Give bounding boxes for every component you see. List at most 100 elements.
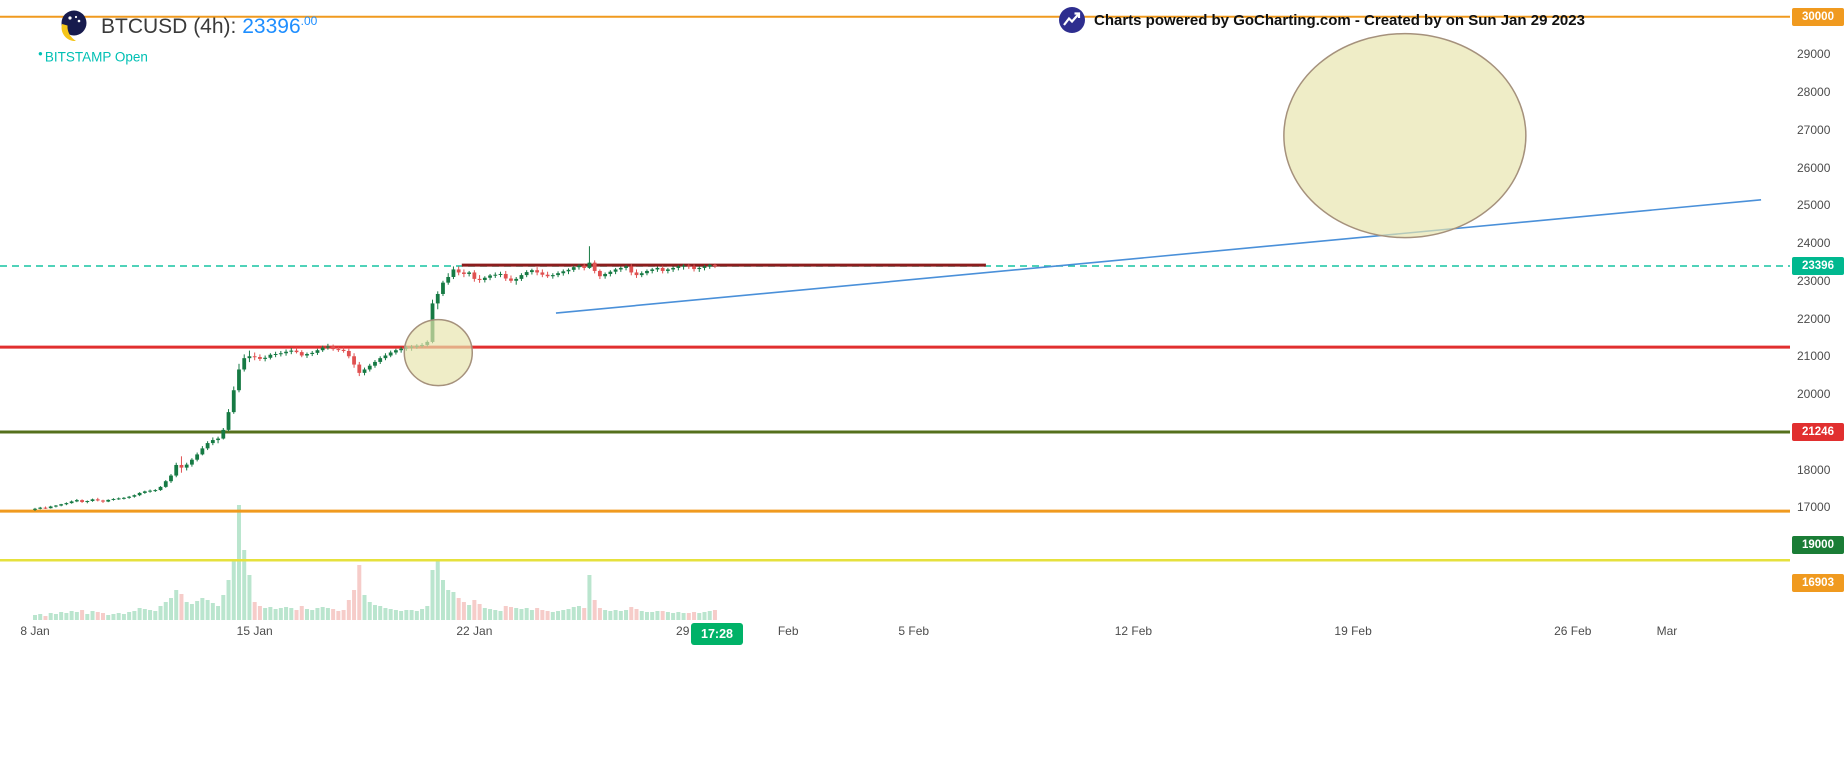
volume-bar	[420, 609, 425, 620]
candle-body	[148, 490, 152, 492]
candle-body	[529, 270, 534, 273]
volume-bar	[69, 611, 74, 620]
trendline[interactable]	[555, 198, 1762, 314]
volume-bar	[697, 613, 702, 620]
candle-body	[237, 369, 241, 391]
volume-bar	[676, 612, 681, 620]
volume-bar	[488, 609, 493, 620]
candle-body	[545, 274, 550, 277]
gocharting-logo-icon	[61, 10, 87, 42]
candle-body	[90, 499, 95, 502]
candle-body	[451, 269, 456, 277]
y-axis-tick: 29000	[1797, 47, 1831, 62]
candle-body	[305, 353, 309, 356]
volume-bar	[205, 600, 210, 620]
price-badge-21246: 21246	[1792, 422, 1844, 441]
volume-bar	[540, 610, 545, 620]
candle-body	[608, 271, 613, 274]
volume-bar	[655, 611, 660, 620]
y-axis-tick: 22000	[1797, 311, 1831, 326]
volume-bar	[435, 560, 440, 620]
candle-body	[509, 278, 513, 281]
y-axis-tick: 21000	[1797, 349, 1831, 364]
volume-bar	[216, 606, 221, 620]
y-axis-tick: 26000	[1797, 160, 1831, 175]
candle-body	[33, 508, 37, 510]
candle-body	[681, 265, 686, 267]
volume-bar	[294, 610, 299, 620]
candle-body	[566, 269, 571, 272]
candle-body	[54, 505, 58, 507]
candle-body	[127, 496, 132, 498]
candle-body	[184, 464, 189, 468]
powered-by-banner: Charts powered by GoCharting.com - Creat…	[1058, 6, 1585, 34]
volume-bar	[571, 607, 576, 620]
candle-body	[571, 267, 576, 270]
volume-bar	[378, 606, 383, 620]
candle-body	[503, 273, 508, 279]
candle-body	[446, 276, 451, 283]
candle-body	[252, 356, 257, 358]
y-axis-tick: 20000	[1797, 387, 1831, 402]
candle-body	[524, 272, 529, 276]
volume-bar	[414, 611, 419, 620]
candle-body	[341, 349, 346, 351]
candle-body	[284, 351, 288, 354]
x-axis-tick: 5 Feb	[898, 624, 930, 638]
volume-bar	[618, 611, 623, 620]
candle-body	[357, 364, 362, 373]
volume-bar	[393, 610, 398, 620]
x-axis-tick: Feb	[777, 624, 799, 638]
candle-body	[597, 270, 602, 277]
candle-body	[352, 356, 356, 365]
price-badge-16903: 16903	[1792, 573, 1844, 592]
volume-bar	[121, 614, 126, 620]
candle-body	[707, 264, 712, 267]
candle-body	[592, 262, 597, 271]
volume-bar	[252, 602, 257, 620]
volume-bar	[367, 602, 372, 620]
x-axis-tick: 12 Feb	[1114, 624, 1153, 638]
interval-label: (4h)	[193, 15, 231, 38]
candle-body	[713, 264, 717, 266]
volume-bar	[477, 604, 482, 620]
volume-bar	[158, 606, 163, 620]
candlestick-series	[33, 246, 717, 511]
volume-bar	[195, 601, 200, 620]
price-lines	[0, 15, 1790, 562]
candle-body	[561, 271, 566, 274]
volume-bar	[242, 550, 247, 620]
y-axis-tick: 24000	[1797, 236, 1831, 251]
volume-bar	[451, 592, 456, 620]
volume-bar	[90, 611, 95, 620]
candle-body	[190, 459, 194, 465]
candle-body	[671, 267, 676, 270]
candle-body	[153, 490, 158, 492]
volume-bar	[226, 580, 231, 620]
candle-body	[231, 390, 236, 413]
candle-body	[221, 429, 226, 439]
candle-body	[498, 273, 503, 275]
volume-bar	[566, 609, 571, 620]
volume-bar	[184, 602, 189, 620]
candle-body	[488, 275, 492, 278]
ellipse-annotation[interactable]	[1283, 32, 1527, 239]
candle-body	[310, 352, 315, 354]
volume-bar	[357, 565, 362, 620]
volume-bar	[629, 607, 634, 620]
volume-bar	[503, 606, 508, 620]
volume-bar	[712, 610, 717, 620]
candle-body	[132, 495, 137, 497]
volume-bar	[665, 612, 670, 620]
volume-bar	[404, 610, 409, 620]
ellipse-annotation[interactable]	[403, 318, 474, 387]
x-axis-tick: 22 Jan	[456, 624, 493, 638]
candle-body	[346, 350, 351, 357]
candle-body	[64, 503, 69, 505]
price-badge-19000: 19000	[1792, 536, 1844, 555]
candle-body	[111, 498, 116, 500]
volume-bar	[304, 609, 309, 620]
volume-bar	[561, 610, 566, 620]
volume-bar	[529, 610, 534, 620]
